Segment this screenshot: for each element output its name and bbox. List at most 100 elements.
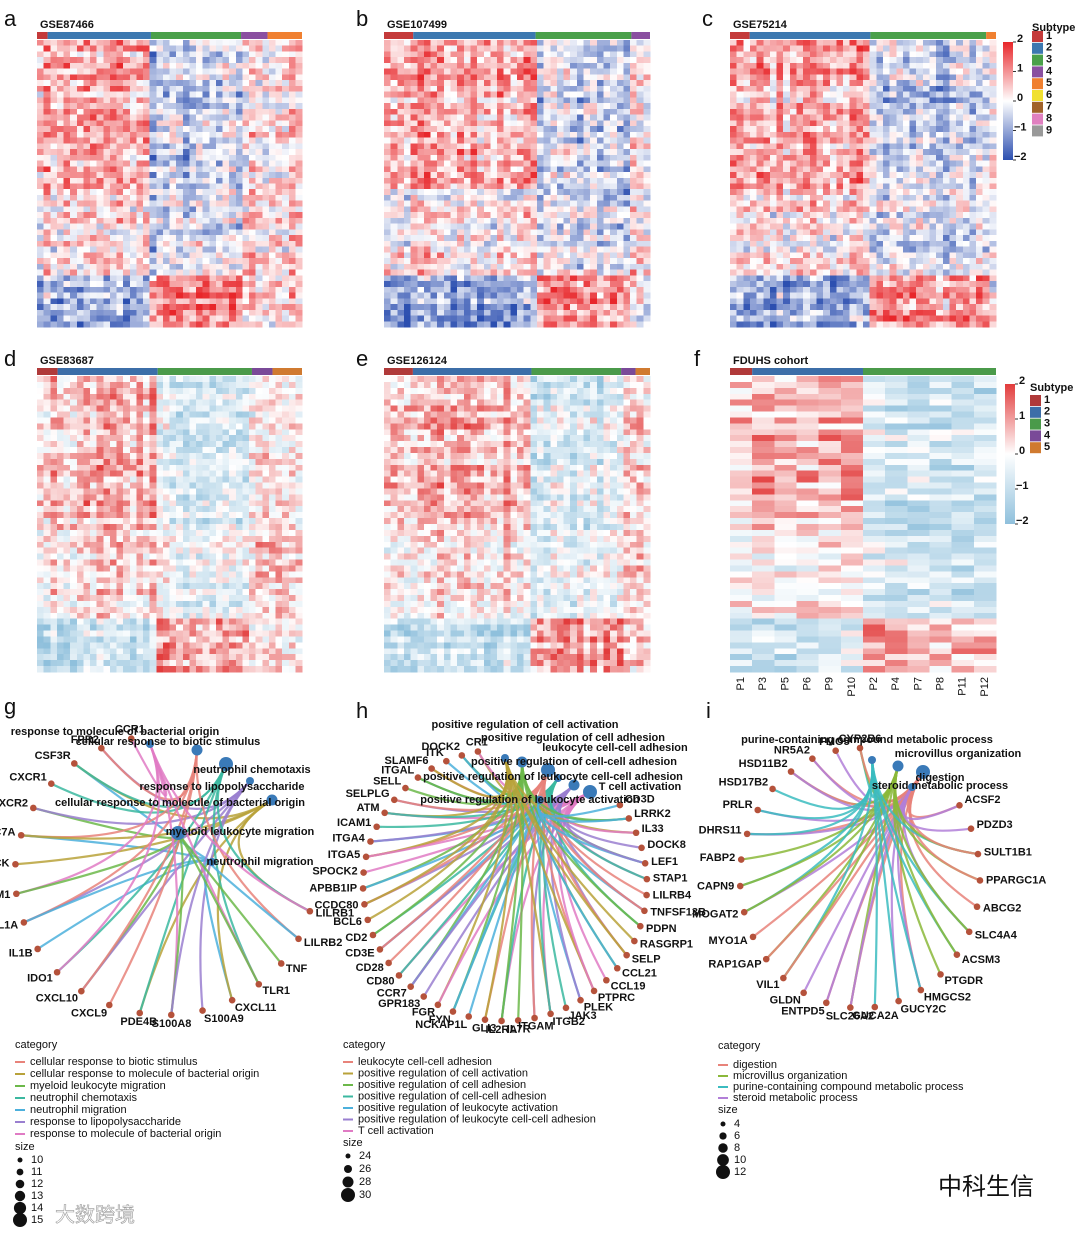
heatmap-cell — [956, 126, 964, 133]
heatmap-cell — [510, 235, 518, 242]
heatmap-cell — [543, 183, 551, 190]
heatmap-cell — [202, 194, 210, 202]
heatmap-cell — [196, 252, 203, 259]
heatmap-cell — [83, 183, 91, 190]
heatmap-cell — [70, 263, 78, 270]
heatmap-cell — [403, 154, 411, 161]
heatmap-cell — [109, 62, 117, 69]
heatmap-cell — [129, 126, 137, 133]
heatmap-cell — [123, 269, 131, 276]
heatmap-cell — [222, 97, 230, 104]
heatmap-cell — [189, 304, 197, 311]
heatmap-cell — [749, 80, 757, 87]
heatmap-cell — [249, 85, 256, 92]
heatmap-cell — [869, 166, 877, 173]
heatmap-cell — [463, 217, 471, 224]
heatmap-cell — [843, 120, 850, 127]
heatmap-cell — [543, 281, 551, 288]
heatmap-cell — [176, 108, 184, 115]
heatmap-cell — [543, 212, 551, 219]
heatmap-cell — [156, 252, 164, 259]
heatmap-cell — [202, 315, 210, 322]
heatmap-cell — [262, 177, 270, 184]
heatmap-cell — [182, 103, 190, 110]
heatmap-cell — [123, 258, 131, 265]
heatmap-cell — [90, 108, 97, 115]
heatmap-cell — [275, 172, 283, 179]
heatmap-cell — [523, 80, 531, 87]
heatmap-cell — [949, 108, 957, 115]
heatmap-cell — [76, 120, 84, 127]
heatmap-cell — [43, 229, 51, 236]
heatmap-cell — [556, 315, 564, 322]
heatmap-cell — [463, 143, 471, 150]
heatmap-cell — [50, 321, 58, 328]
heatmap-cell — [510, 206, 518, 213]
heatmap-cell — [643, 304, 651, 311]
heatmap-cell — [56, 286, 64, 293]
heatmap-cell — [902, 143, 910, 150]
heatmap-cell — [255, 240, 263, 247]
heatmap-cell — [196, 103, 203, 110]
heatmap-cell — [182, 292, 190, 299]
heatmap-cell — [450, 229, 458, 236]
heatmap-cell — [222, 240, 230, 247]
heatmap-cell — [796, 68, 804, 75]
heatmap-cell — [116, 206, 124, 213]
heatmap-cell — [176, 74, 184, 81]
heatmap-cell — [517, 183, 524, 190]
heatmap-cell — [196, 126, 203, 133]
heatmap-cell — [129, 120, 137, 127]
heatmap-cell — [282, 206, 290, 213]
heatmap-cell — [437, 149, 445, 156]
heatmap-cell — [563, 68, 571, 75]
heatmap-cell — [149, 189, 157, 196]
heatmap-cell — [149, 91, 157, 98]
heatmap-cell — [457, 321, 465, 328]
heatmap-cell — [863, 143, 870, 150]
heatmap-cell — [169, 108, 177, 115]
heatmap-cell — [962, 74, 970, 81]
heatmap-cell — [450, 206, 458, 213]
heatmap-cell — [116, 183, 124, 190]
heatmap-cell — [384, 240, 391, 247]
heatmap-cell — [869, 45, 877, 52]
heatmap-cell — [490, 298, 498, 305]
heatmap-cell — [896, 149, 904, 156]
heatmap-cell — [523, 194, 531, 202]
heatmap-cell — [169, 57, 177, 64]
heatmap-cell — [470, 275, 478, 282]
heatmap-cell — [70, 212, 78, 219]
heatmap-cell — [83, 51, 91, 58]
heatmap-cell — [643, 51, 651, 58]
heatmap-cell — [37, 80, 44, 87]
heatmap-cell — [643, 114, 651, 121]
heatmap-cell — [756, 97, 764, 104]
heatmap-cell — [255, 137, 263, 144]
heatmap-cell — [397, 217, 405, 224]
heatmap-cell — [916, 154, 924, 161]
heatmap-cell — [856, 108, 864, 115]
heatmap-cell — [610, 252, 618, 259]
heatmap-cell — [70, 126, 78, 133]
heatmap-cell — [576, 172, 584, 179]
heatmap-cell — [182, 154, 190, 161]
heatmap-cell — [736, 74, 744, 81]
heatmap-cell — [83, 229, 91, 236]
heatmap-cell — [863, 91, 870, 98]
heatmap-cell — [450, 286, 458, 293]
heatmap-cell — [390, 45, 398, 52]
heatmap-cell — [510, 45, 518, 52]
heatmap-cell — [876, 51, 884, 58]
heatmap-cell — [929, 143, 937, 150]
heatmap-cell — [437, 200, 445, 207]
heatmap-cell — [643, 131, 651, 138]
heatmap-cell — [262, 229, 270, 236]
heatmap-cell — [497, 103, 504, 110]
heatmap-cell — [235, 103, 243, 110]
heatmap-cell — [143, 68, 150, 75]
heatmap-cell — [783, 172, 791, 179]
heatmap-cell — [603, 321, 611, 328]
heatmap-cell — [182, 85, 190, 92]
heatmap-cell — [136, 74, 144, 81]
